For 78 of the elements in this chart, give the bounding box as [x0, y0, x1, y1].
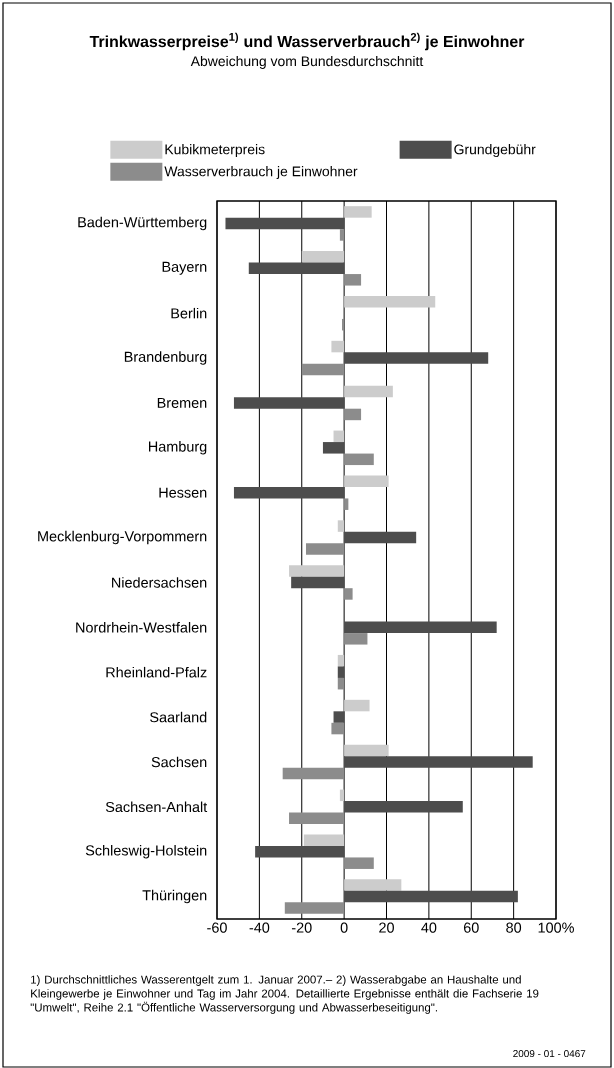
- y-tick-label: Berlin: [171, 307, 207, 319]
- y-tick-label: Nordrhein-Westfalen: [76, 622, 207, 633]
- bar: [344, 385, 393, 398]
- bar: [233, 397, 345, 409]
- bar: [344, 890, 518, 903]
- x-tick-label: 100%: [538, 922, 574, 933]
- text: 2009 - 01 - 0467: [513, 1050, 586, 1058]
- bar: [301, 251, 345, 263]
- y-tick-label: Thüringen: [142, 889, 207, 904]
- bar: [303, 834, 345, 846]
- bar: [344, 453, 374, 466]
- bar: [333, 430, 345, 443]
- bar: [333, 711, 345, 723]
- bar: [291, 576, 345, 589]
- y-tick-label: Sachsen-Anhalt: [105, 801, 208, 813]
- bar: [248, 262, 345, 275]
- bar: [344, 475, 389, 487]
- bar: [344, 498, 349, 510]
- bar: [331, 340, 345, 353]
- bar: [322, 442, 345, 454]
- bar: [342, 318, 345, 331]
- bar: [331, 722, 345, 735]
- x-tick-label: 80: [506, 922, 522, 933]
- bar: [344, 274, 362, 286]
- x-tick-label: -40: [249, 922, 270, 933]
- bar: [337, 666, 345, 678]
- bar: [339, 229, 345, 241]
- bar: [344, 857, 374, 869]
- bar: [233, 486, 345, 499]
- bar: [344, 801, 463, 813]
- bar: [225, 217, 345, 230]
- y-tick-label: Mecklenburg-Vorpommern: [38, 530, 207, 545]
- y-tick-label: Hamburg: [149, 441, 207, 455]
- bar: [344, 295, 436, 308]
- y-tick-label: Bremen: [157, 397, 207, 408]
- bar: [255, 845, 345, 858]
- bar: [344, 206, 372, 218]
- legend-label: Kubikmeterpreis: [165, 144, 265, 158]
- bar: [282, 767, 345, 780]
- y-tick-label: Rheinland-Pfalz: [106, 666, 207, 678]
- bar: [344, 633, 368, 645]
- x-tick-label: 60: [463, 922, 479, 933]
- bar: [344, 756, 533, 768]
- bar: [301, 363, 345, 376]
- bar: [344, 588, 353, 600]
- bar: [337, 654, 345, 667]
- bar: [339, 789, 345, 802]
- legend-label: Grundgebühr: [454, 144, 536, 158]
- bar: [337, 520, 345, 532]
- x-tick-label: 20: [379, 922, 394, 933]
- bar: [344, 879, 402, 891]
- bar: [344, 352, 489, 364]
- bar: [289, 565, 345, 577]
- bar: [344, 531, 417, 544]
- y-tick-label: Schleswig-Holstein: [85, 844, 207, 859]
- bar: [337, 677, 345, 690]
- y-tick-label: Saarland: [150, 711, 207, 723]
- bar: [289, 812, 345, 825]
- text: 1) Durchschnittliches Wasserentgelt zum 1. Januar 2007.– 2) Wasserabgabe an Haushalte und Kleingewerbe je Einwohner und Tag im Jahr 2004. Detaillierte Ergebnisse enthält die Fachserie 19 "Umwelt", Reihe 2.1 "Öffentliche Wasserversorgung und Abwasserbeseitigung".: [30, 975, 539, 1014]
- y-tick-label: Baden-Württemberg: [78, 216, 207, 231]
- chart-subtitle: Abweichung vom Bundesdurchschnitt: [190, 55, 424, 69]
- bar: [344, 621, 497, 634]
- x-tick-label: -60: [207, 922, 227, 933]
- legend-label: Wasserverbrauch je Einwohner: [164, 166, 358, 180]
- x-tick-label: 40: [421, 922, 437, 933]
- x-tick-label: 0: [340, 922, 348, 933]
- chart-title: Trinkwasserpreise$^{1)}$ und Wasserverbrauch$^{2)}$ je Einwohner: [89, 32, 525, 51]
- y-tick-label: Bayern: [162, 261, 207, 275]
- y-tick-label: Niedersachsen: [112, 577, 207, 588]
- bar: [284, 902, 345, 914]
- y-tick-label: Sachsen: [151, 756, 207, 768]
- y-tick-label: Brandenburg: [124, 351, 207, 365]
- x-tick-label: -20: [291, 922, 312, 933]
- bar: [344, 408, 362, 421]
- y-tick-label: Hessen: [159, 487, 207, 498]
- bar: [344, 699, 370, 712]
- bar: [344, 744, 389, 757]
- bar: [305, 543, 345, 555]
